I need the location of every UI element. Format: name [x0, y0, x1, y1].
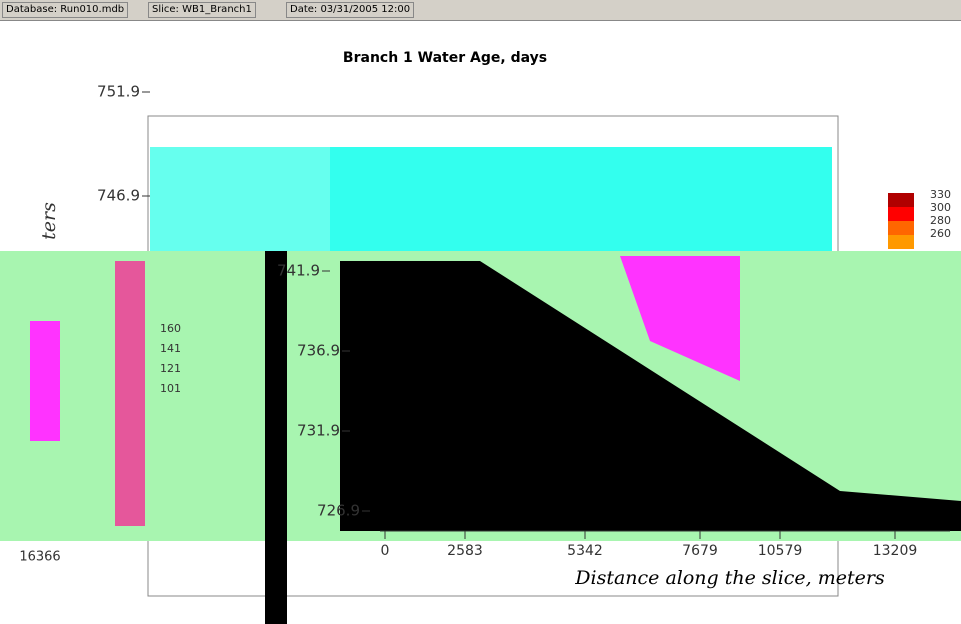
legend-label: 101 [160, 382, 181, 395]
legend-2-bar [115, 261, 145, 526]
legend-label: 141 [160, 342, 181, 355]
hot-region-left [30, 321, 60, 441]
date-field: Date: 03/31/2005 12:00 [286, 2, 415, 18]
legend-label: 121 [160, 362, 181, 375]
legend-label: 160 [160, 322, 181, 335]
x-axis-label: Distance along the slice, meters [574, 567, 885, 589]
legend-swatch [888, 193, 914, 207]
legend-label: 260 [930, 227, 951, 240]
y-axis-label: ters [38, 202, 60, 240]
x-tick-label: 7679 [682, 543, 718, 559]
x-tick-label: 16366 [19, 550, 60, 565]
glitch-bar [265, 251, 287, 624]
y-tick-label: 746.9 [97, 187, 140, 205]
y-tick-label: 726.9 [317, 502, 360, 520]
y-tick-label: 741.9 [277, 262, 320, 280]
y-tick-label: 736.9 [297, 342, 340, 360]
y-tick-label: 731.9 [297, 422, 340, 440]
legend-label: 300 [930, 201, 951, 214]
chart-title: Branch 1 Water Age, days [343, 50, 547, 66]
legend-label: 330 [930, 188, 951, 201]
legend-swatch [888, 235, 914, 249]
water-band [150, 147, 330, 251]
hot-region [620, 256, 740, 381]
x-tick-label: 2583 [447, 543, 483, 559]
x-tick-label: 13209 [873, 543, 918, 559]
terrain [340, 261, 961, 531]
x-tick-label: 0 [381, 543, 390, 559]
x-tick-label: 10579 [758, 543, 803, 559]
slice-field: Slice: WB1_Branch1 [148, 2, 256, 18]
legend-label: 280 [930, 214, 951, 227]
status-bar: Database: Run010.mdb Slice: WB1_Branch1 … [0, 0, 961, 21]
legend-swatch [888, 207, 914, 221]
legend-swatch [888, 221, 914, 235]
y-tick-label: 751.9 [97, 83, 140, 101]
database-field: Database: Run010.mdb [2, 2, 129, 18]
chart: Branch 1 Water Age, days Distance along … [0, 50, 961, 624]
x-tick-label: 5342 [567, 543, 603, 559]
